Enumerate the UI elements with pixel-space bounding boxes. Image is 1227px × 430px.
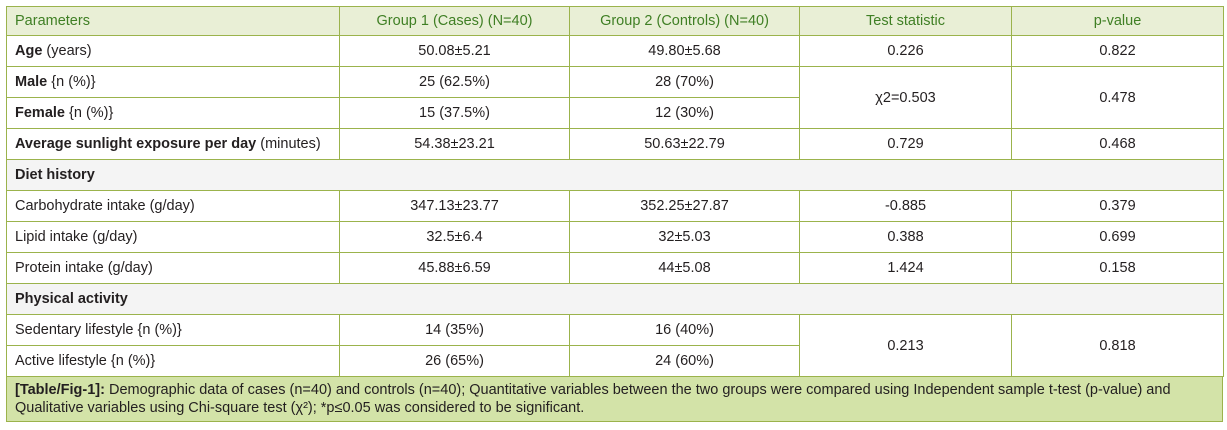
header-test-statistic: Test statistic — [799, 6, 1012, 36]
section-diet-history: Diet history — [6, 159, 1224, 191]
demographic-table: Parameters Group 1 (Cases) (N=40) Group … — [6, 6, 1224, 377]
table-row: Female {n (%)} 15 (37.5%) 12 (30%) — [6, 97, 1224, 129]
table-caption: [Table/Fig-1]: Demographic data of cases… — [6, 377, 1223, 422]
cell-group2: 50.63±22.79 — [569, 128, 800, 160]
cell-group1: 25 (62.5%) — [339, 66, 570, 98]
cell-group2: 49.80±5.68 — [569, 35, 800, 67]
table-row: Active lifestyle {n (%)} 26 (65%) 24 (60… — [6, 345, 1224, 377]
cell-statistic: 0.213 — [799, 314, 1012, 377]
cell-statistic: 0.729 — [799, 128, 1012, 160]
cell-group1: 45.88±6.59 — [339, 252, 570, 284]
cell-group2: 352.25±27.87 — [569, 190, 800, 222]
cell-p-value: 0.699 — [1011, 221, 1224, 253]
row-label: Male {n (%)} — [6, 66, 340, 98]
row-label: Female {n (%)} — [6, 97, 340, 129]
cell-group2: 44±5.08 — [569, 252, 800, 284]
section-physical-activity: Physical activity — [6, 283, 1224, 315]
row-label: Sedentary lifestyle {n (%)} — [6, 314, 340, 346]
section-row: Diet history — [6, 159, 1224, 191]
table-row: Protein intake (g/day) 45.88±6.59 44±5.0… — [6, 252, 1224, 284]
cell-group2: 32±5.03 — [569, 221, 800, 253]
cell-group1: 26 (65%) — [339, 345, 570, 377]
cell-statistic: 0.388 — [799, 221, 1012, 253]
header-group1: Group 1 (Cases) (N=40) — [339, 6, 570, 36]
table-row: Age (years) 50.08±5.21 49.80±5.68 0.226 … — [6, 35, 1224, 67]
section-row: Physical activity — [6, 283, 1224, 315]
table-row: Sedentary lifestyle {n (%)} 14 (35%) 16 … — [6, 314, 1224, 377]
cell-p-value: 0.379 — [1011, 190, 1224, 222]
header-p-value: p-value — [1011, 6, 1224, 36]
cell-statistic: 1.424 — [799, 252, 1012, 284]
cell-group2: 24 (60%) — [569, 345, 800, 377]
cell-group2: 28 (70%) — [569, 66, 800, 98]
cell-p-value: 0.478 — [1011, 66, 1224, 129]
table-figure: Parameters Group 1 (Cases) (N=40) Group … — [6, 6, 1224, 422]
cell-group1: 14 (35%) — [339, 314, 570, 346]
cell-group1: 15 (37.5%) — [339, 97, 570, 129]
row-label: Age (years) — [6, 35, 340, 67]
caption-tag: [Table/Fig-1]: — [15, 382, 105, 398]
cell-p-value: 0.468 — [1011, 128, 1224, 160]
table-row: Carbohydrate intake (g/day) 347.13±23.77… — [6, 190, 1224, 222]
row-label: Active lifestyle {n (%)} — [6, 345, 340, 377]
header-parameters: Parameters — [6, 6, 340, 36]
cell-p-value: 0.822 — [1011, 35, 1224, 67]
row-label: Protein intake (g/day) — [6, 252, 340, 284]
cell-group2: 12 (30%) — [569, 97, 800, 129]
caption-text: Demographic data of cases (n=40) and con… — [15, 382, 1171, 416]
cell-group1: 54.38±23.21 — [339, 128, 570, 160]
table-row: Average sunlight exposure per day (minut… — [6, 128, 1224, 160]
cell-statistic: 0.226 — [799, 35, 1012, 67]
cell-group1: 347.13±23.77 — [339, 190, 570, 222]
cell-group1: 50.08±5.21 — [339, 35, 570, 67]
cell-statistic: -0.885 — [799, 190, 1012, 222]
cell-p-value: 0.158 — [1011, 252, 1224, 284]
row-label: Average sunlight exposure per day (minut… — [6, 128, 340, 160]
header-group2: Group 2 (Controls) (N=40) — [569, 6, 800, 36]
cell-p-value: 0.818 — [1011, 314, 1224, 377]
row-label: Carbohydrate intake (g/day) — [6, 190, 340, 222]
header-row: Parameters Group 1 (Cases) (N=40) Group … — [6, 6, 1224, 36]
row-label: Lipid intake (g/day) — [6, 221, 340, 253]
table-row: Male {n (%)} 25 (62.5%) 28 (70%) χ2=0.50… — [6, 66, 1224, 129]
cell-group2: 16 (40%) — [569, 314, 800, 346]
table-row: Lipid intake (g/day) 32.5±6.4 32±5.03 0.… — [6, 221, 1224, 253]
cell-group1: 32.5±6.4 — [339, 221, 570, 253]
cell-statistic: χ2=0.503 — [799, 66, 1012, 129]
